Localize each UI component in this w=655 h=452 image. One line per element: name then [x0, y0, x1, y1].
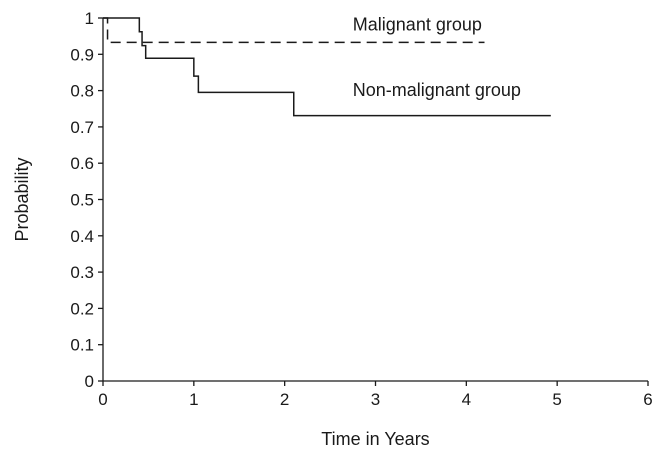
x-tick-label: 1	[189, 390, 198, 409]
y-axis-ticks: 0 0.1 0.2 0.3 0.4 0.5 0.6 0.7 0.8 0.9 1	[70, 9, 103, 391]
y-tick-label: 0.2	[70, 299, 94, 318]
x-tick-label: 2	[280, 390, 289, 409]
y-axis-title: Probability	[12, 157, 32, 241]
non-malignant-group-label: Non-malignant group	[353, 80, 521, 100]
y-tick-label: 0.8	[70, 82, 94, 101]
x-tick-label: 5	[552, 390, 561, 409]
y-tick-label: 1	[85, 9, 94, 28]
y-tick-label: 0.7	[70, 118, 94, 137]
y-tick-label: 0.6	[70, 154, 94, 173]
y-tick-label: 0.5	[70, 191, 94, 210]
chart-axes: 0 1 2 3 4 5 6 0 0.1 0.2 0.3 0.4 0.5 0.6 0.7 0.8 0.9 1	[70, 9, 652, 409]
x-tick-label: 6	[643, 390, 652, 409]
y-tick-label: 0	[85, 372, 94, 391]
x-axis-title: Time in Years	[321, 429, 429, 449]
series-lines	[103, 17, 551, 117]
y-tick-label: 0.3	[70, 263, 94, 282]
y-tick-label: 0.1	[70, 336, 94, 355]
x-axis-ticks: 0 1 2 3 4 5 6	[98, 381, 653, 409]
y-tick-label: 0.9	[70, 45, 94, 64]
y-tick-label: 0.4	[70, 227, 94, 246]
x-tick-label: 0	[98, 390, 107, 409]
series-annotations: Malignant group Non-malignant group	[353, 15, 521, 100]
x-tick-label: 3	[371, 390, 380, 409]
non-malignant-group-line	[103, 17, 551, 117]
malignant-group-label: Malignant group	[353, 15, 482, 35]
x-tick-label: 4	[462, 390, 471, 409]
